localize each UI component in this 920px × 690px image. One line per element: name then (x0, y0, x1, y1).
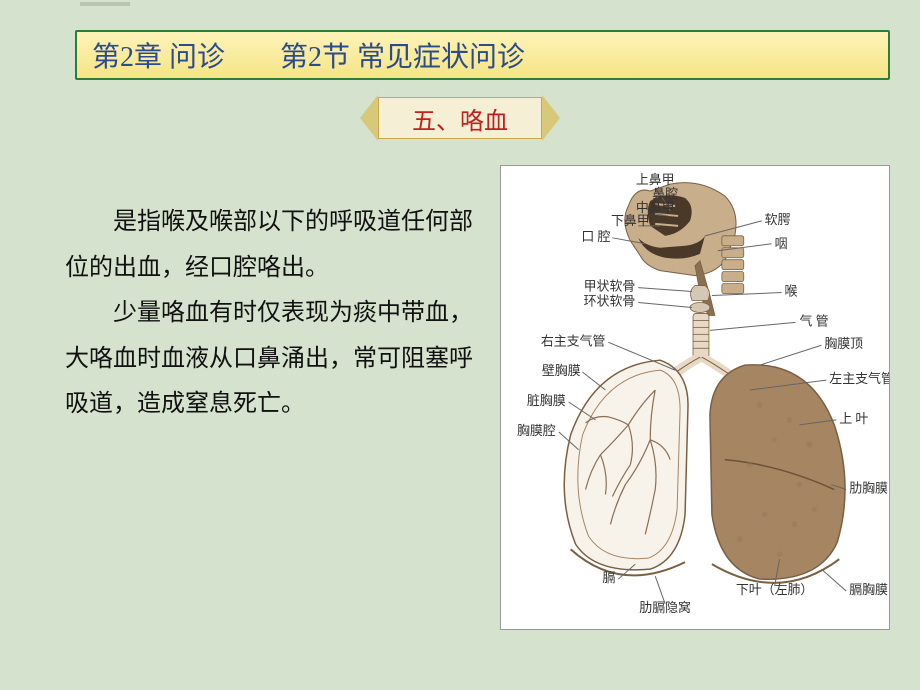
lbl-qg: 气 管 (799, 313, 828, 328)
lbl-bq: 鼻腔 (652, 186, 678, 201)
topic-label: 五、咯血 (378, 97, 542, 139)
chapter-title: 第2章 问诊 (92, 35, 225, 75)
lbl-gxm: 膈胸膜 (849, 582, 888, 597)
lbl-zzqg: 左主支气管 (829, 371, 889, 386)
paragraph-2: 少量咯血有时仅表现为痰中带血，大咯血时血液从口鼻涌出，常可阻塞呼吸道，造成窒息死… (65, 291, 485, 428)
decor-marks (80, 2, 130, 6)
lbl-lgyw: 肋膈隐窝 (639, 600, 691, 615)
lbl-yan: 咽 (775, 236, 788, 251)
topic-banner: 五、咯血 (360, 95, 560, 141)
left-lung (710, 365, 845, 579)
lbl-xmq: 胸膜腔 (517, 423, 556, 438)
lbl-kq: 口 腔 (581, 229, 610, 244)
lbl-sy: 上 叶 (839, 411, 868, 426)
lbl-lxm: 肋胸膜 (849, 481, 888, 496)
lbl-zxm: 脏胸膜 (527, 393, 566, 408)
thyroid-cartilage (691, 286, 710, 301)
lbl-bxm: 壁胸膜 (542, 363, 581, 378)
respiratory-diagram: 上鼻甲 鼻腔 中鼻甲 下鼻甲 口 腔 软腭 咽 甲状软骨 环状软骨 喉 气 管 … (500, 165, 890, 630)
ribbon-right-end (542, 95, 560, 141)
lbl-re: 软腭 (765, 212, 791, 227)
anatomy-svg: 上鼻甲 鼻腔 中鼻甲 下鼻甲 口 腔 软腭 咽 甲状软骨 环状软骨 喉 气 管 … (501, 166, 889, 629)
lbl-xbj: 下鼻甲 (611, 213, 650, 228)
lbl-jzrg: 甲状软骨 (584, 279, 636, 294)
lbl-ge: 膈 (602, 570, 615, 585)
lbl-yzqg: 右主支气管 (541, 333, 606, 348)
lbl-xyzf: 下叶（左肺） (736, 582, 814, 597)
trachea (693, 313, 709, 358)
section-title: 第2节 常见症状问诊 (280, 35, 525, 75)
chapter-header: 第2章 问诊 第2节 常见症状问诊 (75, 30, 890, 80)
body-text: 是指喉及喉部以下的呼吸道任何部位的出血，经口腔咯出。 少量咯血有时仅表现为痰中带… (65, 200, 485, 428)
cervical-vertebrae (722, 236, 744, 294)
lbl-xmd: 胸膜顶 (824, 336, 863, 351)
lbl-sbj: 上鼻甲 (636, 172, 675, 187)
lbl-hzrg: 环状软骨 (584, 293, 636, 308)
paragraph-1: 是指喉及喉部以下的呼吸道任何部位的出血，经口腔咯出。 (65, 200, 485, 291)
ribbon-left-end (360, 95, 378, 141)
cricoid-cartilage (690, 302, 710, 312)
lbl-hou: 喉 (785, 284, 798, 299)
